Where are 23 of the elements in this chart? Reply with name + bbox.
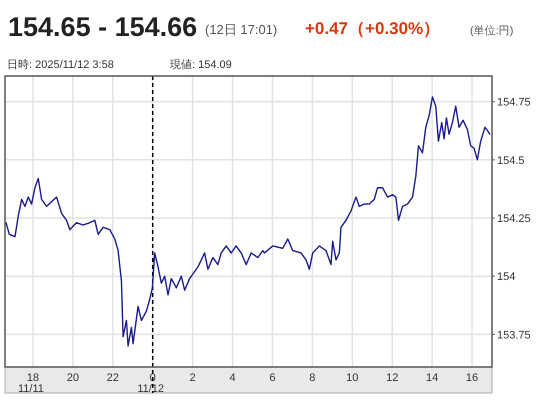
x-tick-label: 14: [426, 372, 438, 384]
text: 現値: 154.09: [170, 59, 232, 71]
y-tick-label: 154.5: [497, 154, 525, 167]
x-tick-label: 4: [229, 372, 236, 384]
y-tick-label: 153.75: [497, 329, 531, 342]
x-tick-label: 22: [106, 372, 119, 384]
chart-title: 154.65 - 154.66: [8, 12, 198, 42]
x-tick-label: 20: [66, 372, 79, 384]
x-tick-label: 10: [346, 372, 358, 384]
y-tick-label: 154: [497, 271, 516, 284]
text: (単位:円): [470, 25, 514, 37]
x-tick-label: 16: [466, 372, 478, 384]
x-tick-label: 6: [269, 372, 276, 384]
x-tick-label: 18 11/11: [18, 372, 44, 395]
text: +0.47（+0.30%）: [305, 19, 440, 38]
chart-subtitle: (12日 17:01): [205, 22, 278, 37]
x-tick-label: 8: [309, 372, 316, 384]
x-tick-label: 2: [190, 372, 196, 384]
y-tick-label: 154.25: [497, 213, 531, 226]
text: 日時: 2025/11/12 3:58: [7, 58, 114, 71]
x-tick-label: 12: [386, 372, 398, 384]
line-series: [5, 96, 490, 347]
y-tick-label: 154.75: [497, 96, 531, 109]
